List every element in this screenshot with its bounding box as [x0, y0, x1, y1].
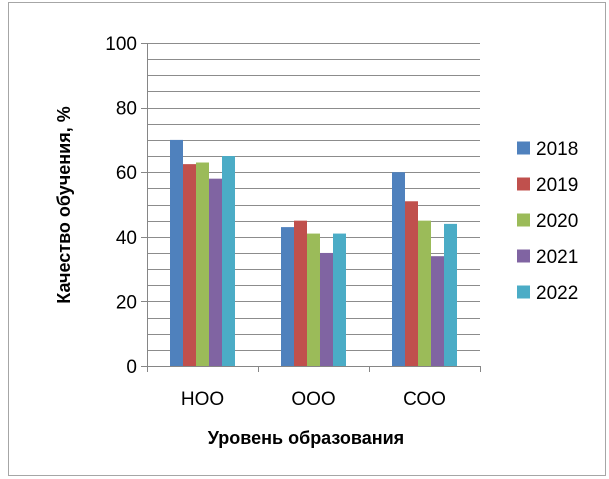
- y-tick-labels: 0 20 40 60 80 100: [105, 34, 137, 378]
- legend-swatch-2019: [517, 178, 530, 191]
- bar-2022-НОО: [222, 156, 235, 366]
- y-tick-label: 60: [116, 163, 137, 184]
- x-tick-label: НОО: [181, 389, 224, 410]
- legend-label-2020: 2020: [536, 211, 578, 232]
- legend-label-2019: 2019: [536, 175, 578, 196]
- bar-2019-ООО: [294, 221, 307, 366]
- x-tick-label: ООО: [291, 389, 335, 410]
- legend-label-2022: 2022: [536, 283, 578, 304]
- x-tick-label: СОО: [403, 389, 446, 410]
- bars: [170, 140, 457, 366]
- y-tick-label: 40: [116, 228, 137, 249]
- x-tick-labels: НОО ООО СОО: [181, 389, 446, 410]
- bar-2020-ООО: [307, 234, 320, 366]
- bar-2022-ООО: [333, 234, 346, 366]
- y-tick-label: 20: [116, 292, 137, 313]
- legend-swatch-2022: [517, 286, 530, 299]
- legend-swatch-2018: [517, 142, 530, 155]
- bar-2020-НОО: [196, 163, 209, 366]
- bar-2020-СОО: [418, 221, 431, 366]
- legend-label-2021: 2021: [536, 247, 578, 268]
- x-axis-title: Уровень образования: [208, 428, 404, 448]
- bar-2021-СОО: [431, 256, 444, 366]
- legend-label-2018: 2018: [536, 139, 578, 160]
- legend-swatch-2021: [517, 250, 530, 263]
- bar-2018-ООО: [281, 227, 294, 366]
- bar-2019-НОО: [183, 164, 196, 366]
- bar-2022-СОО: [444, 224, 457, 366]
- bar-2021-ООО: [320, 253, 333, 366]
- legend-swatch-2020: [517, 214, 530, 227]
- y-tick-label: 0: [126, 357, 137, 378]
- y-tick-label: 100: [105, 34, 137, 55]
- bar-2018-НОО: [170, 140, 183, 366]
- y-axis-title: Качество обучения, %: [54, 106, 74, 303]
- bar-2018-СОО: [392, 172, 405, 366]
- bar-2019-СОО: [405, 201, 418, 366]
- bar-2021-НОО: [209, 179, 222, 366]
- legend: 2018 2019 2020 2021 2022: [517, 139, 578, 304]
- y-tick-label: 80: [116, 99, 137, 120]
